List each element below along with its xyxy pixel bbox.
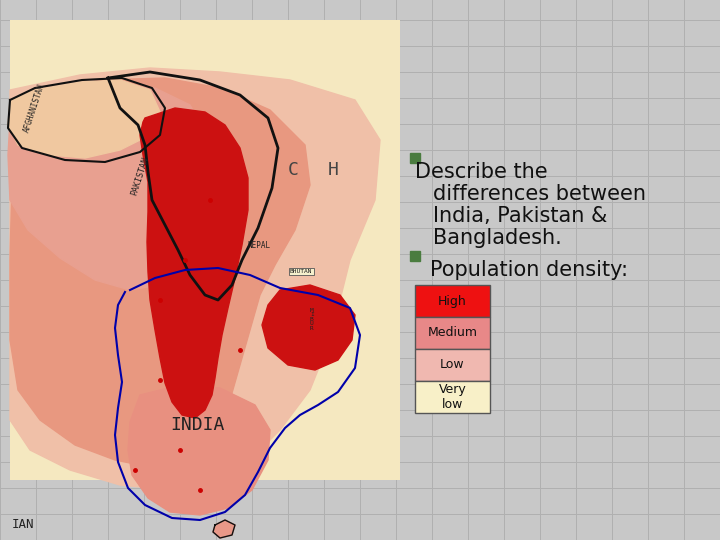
Text: IAN: IAN [12, 518, 35, 531]
Text: Population density:: Population density: [430, 260, 628, 280]
Polygon shape [8, 80, 160, 158]
Polygon shape [10, 68, 380, 490]
Text: M
I
B
U
R: M I B U R [310, 308, 314, 331]
Text: AFGHANISTAN: AFGHANISTAN [22, 83, 46, 134]
Polygon shape [262, 285, 355, 370]
Text: PAKISTAN: PAKISTAN [130, 156, 151, 197]
Polygon shape [213, 520, 235, 538]
Bar [10, 20, 400, 480]
Text: High: High [438, 294, 467, 307]
Polygon shape [140, 108, 248, 418]
Text: C: C [288, 161, 299, 179]
Text: Low: Low [440, 359, 465, 372]
Bar [415, 349, 490, 381]
Bar [415, 285, 490, 317]
Text: NEPAL: NEPAL [248, 241, 271, 250]
Text: Describe the: Describe the [415, 162, 548, 182]
Text: India, Pakistan &: India, Pakistan & [433, 206, 608, 226]
Bar [415, 381, 490, 413]
Text: BHUTAN: BHUTAN [290, 269, 312, 274]
Text: differences between: differences between [433, 184, 646, 204]
Polygon shape [8, 82, 215, 290]
Polygon shape [128, 385, 270, 515]
Text: Bangladesh.: Bangladesh. [433, 228, 562, 248]
Text: INDIA: INDIA [170, 416, 225, 434]
Text: Very
low: Very low [438, 383, 467, 411]
Bar [415, 317, 490, 349]
Polygon shape [10, 78, 310, 468]
Text: H: H [328, 161, 339, 179]
Text: Medium: Medium [428, 327, 477, 340]
